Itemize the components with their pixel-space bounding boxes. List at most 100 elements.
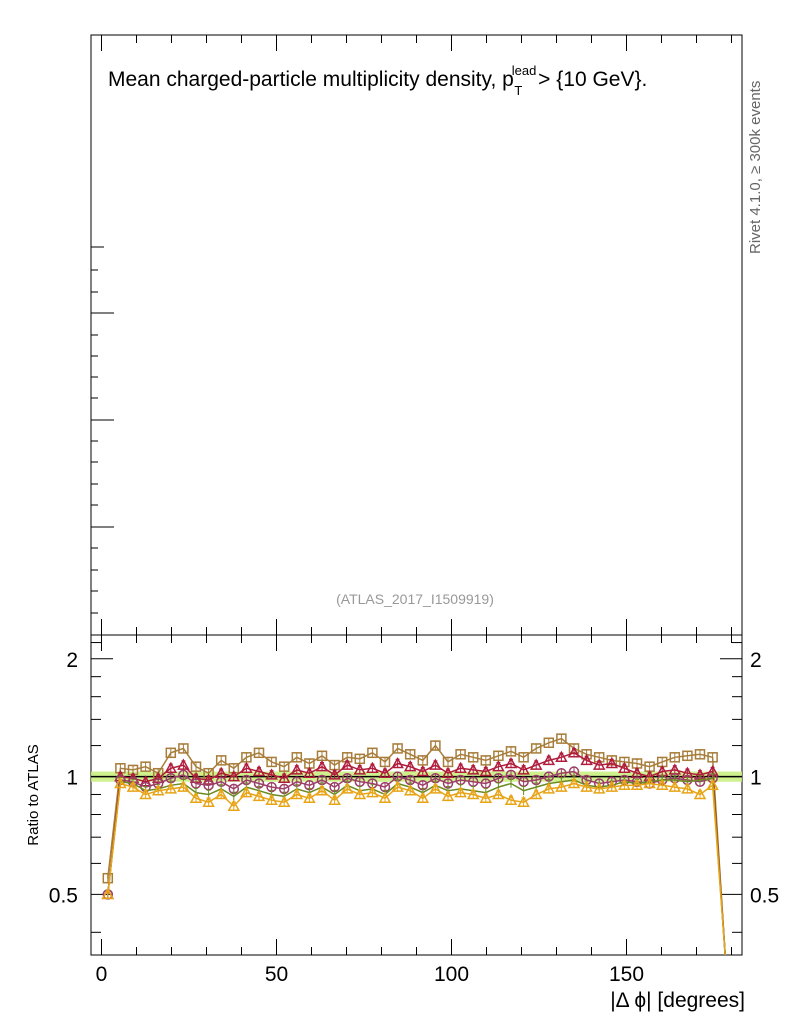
ratio-series-line <box>107 777 726 956</box>
ratio-series-4 <box>101 776 726 956</box>
ratio-triangle-marker <box>630 778 644 791</box>
ratio-square-marker <box>367 747 378 759</box>
ratio-triangle-marker <box>504 793 518 805</box>
y-tick-label: 1 <box>66 767 78 790</box>
ratio-triangle-marker <box>580 780 593 792</box>
ratio-triangle-marker <box>328 768 341 780</box>
ratio-triangle-marker <box>555 750 568 763</box>
ratio-square-marker <box>442 756 454 768</box>
ratio-triangle-marker <box>252 764 266 777</box>
ratio-triangle-marker <box>542 782 556 794</box>
ratio-triangle-marker <box>227 799 241 811</box>
ratio-square-marker <box>404 749 416 760</box>
ratio-axes: 0 50 100 150 0.5 0.5 1 1 2 2 <box>49 35 779 986</box>
ratio-square-marker <box>518 752 529 763</box>
analysis-id: (ATLAS_2017_I1509919) <box>336 591 494 607</box>
ratio-triangle-marker <box>466 787 480 800</box>
ratio-triangle-marker <box>592 758 606 770</box>
ratio-square-marker <box>190 761 202 772</box>
ratio-triangle-marker <box>492 760 505 772</box>
ratio-triangle-marker <box>441 766 455 778</box>
ratio-square-marker <box>467 752 479 763</box>
main-panel-frame <box>90 34 743 636</box>
ratio-triangle-marker <box>618 778 631 791</box>
ratio-square-marker <box>505 746 517 757</box>
y-tick-label-right: 0.5 <box>750 884 779 907</box>
ratio-triangle-marker <box>618 761 631 774</box>
ratio-triangle-marker <box>277 795 291 807</box>
ratio-triangle-marker <box>504 756 518 769</box>
ratio-triangle-marker <box>189 791 203 804</box>
ratio-square-marker <box>102 872 114 884</box>
ratio-triangle-marker <box>240 786 253 798</box>
ratio-triangle-marker <box>555 780 568 792</box>
ratio-triangle-marker <box>240 761 253 774</box>
x-axis-label: |Δ ϕ| [degrees] <box>610 989 745 1012</box>
ratio-triangle-marker <box>605 780 619 792</box>
ratio-triangle-marker <box>479 791 493 804</box>
ratio-triangle-marker <box>290 763 304 775</box>
ratio-triangle-marker <box>391 756 404 769</box>
ratio-square-marker <box>417 755 429 766</box>
ratio-square-marker <box>669 752 681 763</box>
ratio-triangle-marker <box>391 780 404 792</box>
ratio-square-marker <box>430 740 441 751</box>
ratio-square-marker <box>694 749 706 760</box>
ratio-triangle-marker <box>542 753 556 766</box>
ratio-series-line <box>107 782 726 956</box>
ratio-triangle-marker <box>416 764 430 777</box>
ratio-square-marker <box>215 755 227 766</box>
ratio-square-marker <box>682 750 693 762</box>
ratio-triangle-marker <box>403 760 417 772</box>
ratio-triangle-marker <box>139 787 152 800</box>
ratio-triangle-marker <box>164 782 178 794</box>
ratio-triangle-marker <box>466 763 480 775</box>
ratio-triangle-marker <box>227 770 241 782</box>
ratio-series-line <box>107 737 726 956</box>
ratio-square-marker <box>556 733 567 744</box>
ratio-triangle-marker <box>265 768 278 780</box>
ratio-triangle-marker <box>340 782 354 794</box>
ratio-triangle-marker <box>366 761 379 774</box>
ratio-triangle-marker <box>303 766 316 778</box>
ratio-triangle-marker <box>290 787 304 800</box>
ratio-triangle-marker <box>580 753 593 766</box>
y-tick-label: 2 <box>66 649 78 672</box>
ratio-series-3 <box>105 773 726 956</box>
ratio-square-marker <box>354 753 366 765</box>
ratio-triangle-marker <box>655 778 669 791</box>
ratio-triangle-marker <box>353 763 367 775</box>
ratio-triangle-marker <box>454 786 467 798</box>
ratio-triangle-marker <box>126 780 140 792</box>
ratio-triangle-marker <box>403 784 417 796</box>
ratio-square-marker <box>707 752 718 763</box>
x-tick-label: 50 <box>265 963 288 986</box>
ratio-triangle-marker <box>151 784 165 796</box>
ratio-triangle-marker <box>177 758 190 770</box>
chart-title: Mean charged-particle multiplicity densi… <box>108 63 647 98</box>
ratio-triangle-marker <box>277 771 291 784</box>
ratio-series-line <box>107 770 726 956</box>
ratio-triangle-marker <box>340 758 354 770</box>
ratio-triangle-marker <box>479 764 493 777</box>
ratio-square-marker <box>455 749 466 760</box>
ratio-square-marker <box>379 756 391 768</box>
ratio-triangle-marker <box>529 758 543 770</box>
ratio-triangle-marker <box>303 791 316 804</box>
ratio-triangle-marker <box>177 780 190 792</box>
x-tick-label: 150 <box>609 963 644 986</box>
ratio-triangle-marker <box>114 776 127 789</box>
ratio-square-marker <box>291 752 303 763</box>
chart-title-main: Mean charged-particle multiplicity densi… <box>108 68 514 91</box>
y-tick-label-right: 1 <box>750 767 762 790</box>
ratio-series-0 <box>102 733 726 956</box>
ratio-series-1 <box>101 746 726 956</box>
ratio-triangle-marker <box>315 784 329 796</box>
ratio-triangle-marker <box>429 758 442 770</box>
ratio-triangle-marker <box>693 787 707 800</box>
ratio-triangle-marker <box>681 782 694 794</box>
ratio-triangle-marker <box>416 791 430 804</box>
ratio-triangle-marker <box>592 782 606 794</box>
ratio-triangle-marker <box>454 761 467 774</box>
